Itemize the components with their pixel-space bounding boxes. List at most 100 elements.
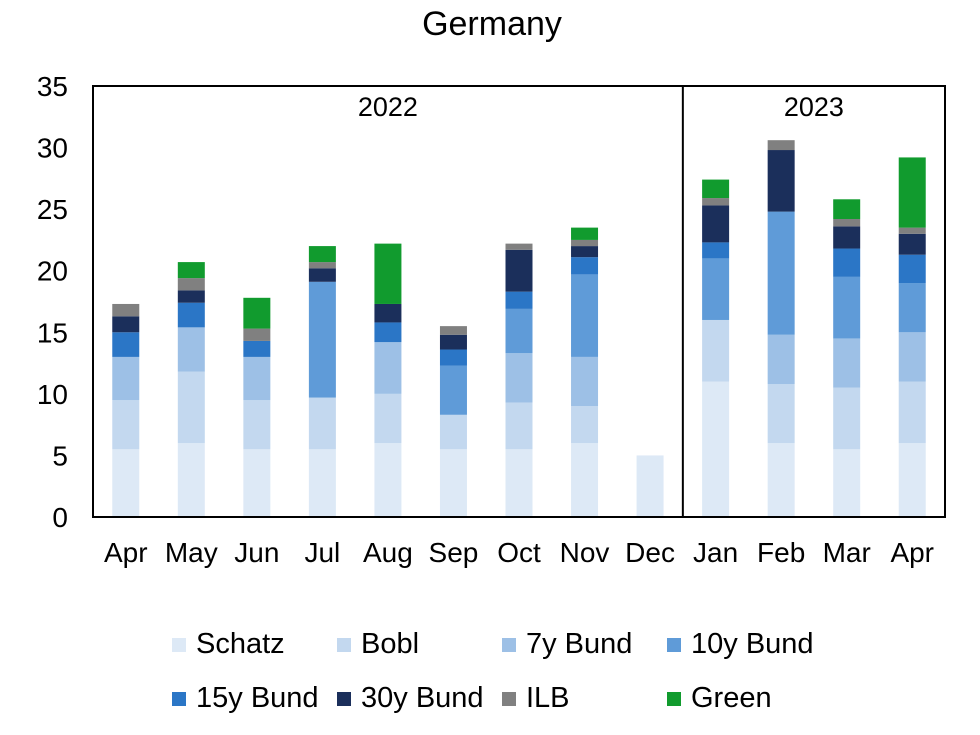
y-tick-label: 15 [37, 317, 68, 348]
bar-segment [374, 443, 402, 517]
bar-segment [243, 449, 271, 517]
bar-segment [177, 371, 205, 444]
bar-segment [308, 246, 336, 263]
bar-segment [374, 322, 402, 343]
bar-segment [898, 157, 926, 228]
bar-segment [308, 397, 336, 450]
bar-segment [767, 150, 795, 212]
bar-segment [177, 302, 205, 328]
bar-segment [833, 226, 861, 249]
bar-segment [374, 342, 402, 394]
bar-segment [243, 400, 271, 450]
bar-segment [505, 291, 533, 309]
legend-item: 15y Bund [172, 682, 319, 715]
plot-border [92, 85, 946, 518]
bar-segment [833, 387, 861, 450]
bar-segment [439, 326, 467, 335]
bar-segment [767, 384, 795, 444]
legend-swatch [502, 637, 516, 652]
x-tick-label: Apr [890, 537, 934, 568]
x-tick-label: Jul [304, 537, 340, 568]
bar-segment [702, 179, 730, 199]
bar-segment [702, 319, 730, 382]
bar-segment [308, 449, 336, 517]
bar-segment [767, 211, 795, 335]
x-axis: Apr May Jun Jul Aug Sep Oct Nov Dec Jan Feb Mar Apr [104, 537, 934, 568]
bar-segment [898, 254, 926, 284]
x-tick-label: Oct [497, 537, 541, 568]
x-tick-label: Jan [693, 537, 738, 568]
bar-segment [112, 400, 140, 450]
bar-segment [767, 334, 795, 385]
bar-segment [505, 449, 533, 517]
bar-segment [439, 414, 467, 450]
bar-segment [112, 356, 140, 401]
bar-segment [767, 443, 795, 517]
bar-segment [833, 248, 861, 277]
bar-segment [898, 443, 926, 517]
bar-segment [702, 258, 730, 320]
chart-title: Germany [422, 5, 562, 43]
bar-segment [898, 332, 926, 382]
legend-label: ILB [526, 682, 570, 714]
y-tick-label: 35 [37, 71, 68, 102]
y-tick-label: 0 [52, 502, 68, 533]
bar-segment [308, 268, 336, 282]
legend-label: Schatz [196, 628, 285, 660]
bar-segment [702, 242, 730, 259]
bar-segment [308, 281, 336, 398]
year-group-labels: 2022 2023 [358, 92, 844, 122]
bar-segment [571, 274, 599, 357]
year-label: 2023 [784, 92, 844, 122]
bar-segment [833, 276, 861, 339]
legend-item: ILB [502, 682, 570, 715]
legend-item: 7y Bund [502, 628, 632, 661]
bar-segment [571, 227, 599, 240]
bar-segment [112, 449, 140, 517]
bar-segment [439, 449, 467, 517]
y-tick-label: 5 [52, 440, 68, 471]
bar-segment [177, 278, 205, 291]
bar-segment [439, 349, 467, 366]
bar-segment [505, 249, 533, 292]
y-tick-label: 30 [37, 133, 68, 164]
legend-swatch [337, 637, 351, 652]
bar-segment [898, 227, 926, 234]
legend-item: Schatz [172, 628, 285, 661]
bar-segment [177, 290, 205, 303]
legend-swatch [667, 691, 681, 706]
bar-segment [505, 353, 533, 403]
bar-segment [177, 443, 205, 517]
x-tick-label: Dec [625, 537, 675, 568]
bar-segment [505, 243, 533, 250]
bar-segment [177, 262, 205, 279]
y-tick-label: 25 [37, 194, 68, 225]
bar-segment [833, 199, 861, 219]
legend-swatch [172, 691, 186, 706]
bar-segment [833, 449, 861, 517]
bar-segment [571, 246, 599, 258]
bar-segment [571, 257, 599, 275]
bar-segment [439, 365, 467, 415]
x-tick-label: Jun [234, 537, 279, 568]
bar-segment [374, 393, 402, 444]
bar-segment [898, 381, 926, 444]
legend-item: 10y Bund [667, 628, 814, 661]
legend-label: Green [691, 682, 772, 714]
legend-item: 30y Bund [337, 682, 484, 715]
bar-segment [505, 308, 533, 354]
legend-label: 7y Bund [526, 628, 633, 660]
bar-segment [243, 340, 271, 357]
bar-segment [833, 218, 861, 227]
bar-segment [243, 356, 271, 401]
legend-item: Green [667, 682, 772, 715]
bar-segment [571, 239, 599, 247]
bar-stacks [112, 140, 926, 517]
x-tick-label: Apr [104, 537, 148, 568]
x-tick-label: Mar [823, 537, 871, 568]
bar-segment [374, 303, 402, 323]
bar-segment [177, 327, 205, 372]
x-tick-label: May [165, 537, 218, 568]
bar-segment [702, 205, 730, 243]
bar-segment [112, 303, 140, 317]
